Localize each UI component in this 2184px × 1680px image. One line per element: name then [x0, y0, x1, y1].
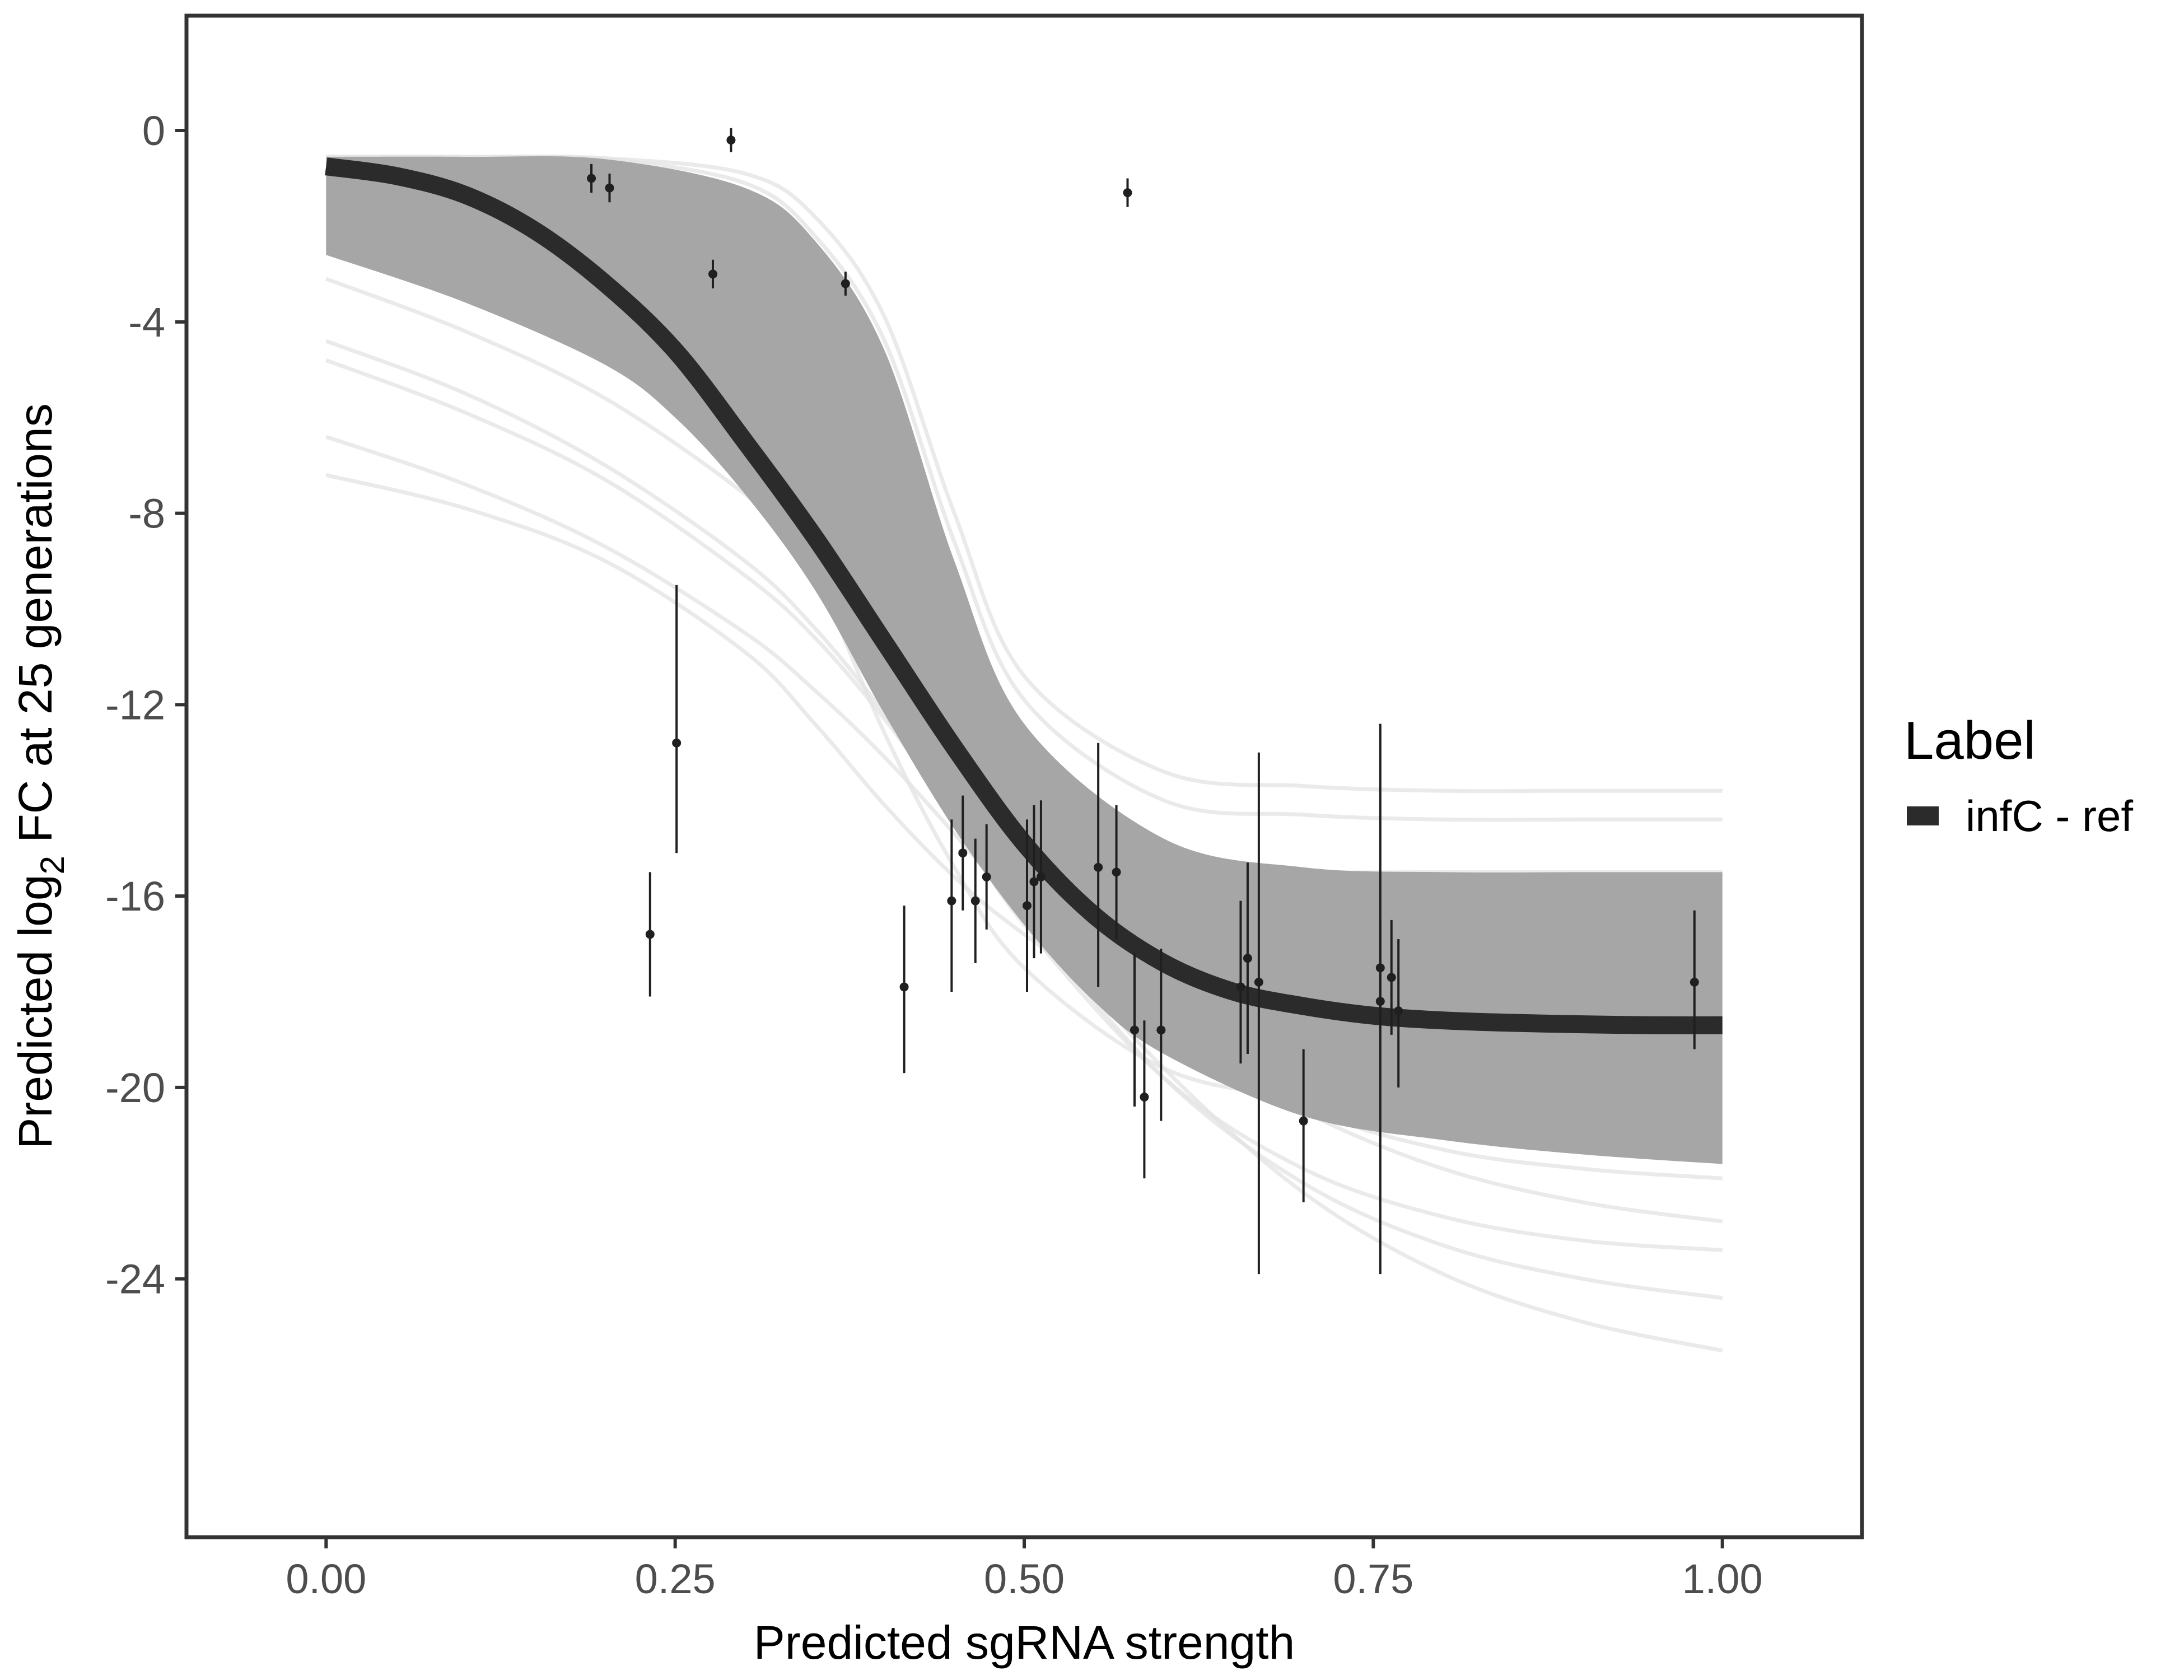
data-point-22	[1236, 900, 1245, 1064]
point-marker	[982, 872, 991, 881]
point-marker	[672, 738, 682, 748]
posterior-band	[326, 156, 1723, 1164]
posterior-draw-2	[326, 155, 1723, 822]
legend-key-infc-ref	[1907, 806, 1939, 825]
point-marker	[708, 269, 717, 279]
y-tick-label--24: -24	[105, 1256, 165, 1303]
x-tick-label-0.50: 0.50	[984, 1556, 1065, 1602]
data-point-21	[1156, 949, 1166, 1121]
data-point-10	[958, 795, 968, 911]
data-point-8	[899, 906, 909, 1074]
data-point-17	[1112, 805, 1121, 939]
x-tick-label-0.75: 0.75	[1333, 1556, 1413, 1602]
data-point-12	[982, 824, 991, 930]
data-point-16	[1094, 743, 1103, 987]
legend-title: Label	[1904, 711, 2036, 771]
data-point-1	[587, 164, 596, 193]
data-point-5	[708, 259, 717, 289]
y-tick-label--8: -8	[128, 491, 165, 537]
fit-curve-infc-ref	[325, 157, 1723, 1034]
point-marker	[1375, 997, 1385, 1006]
point-marker	[645, 930, 655, 939]
data-point-6	[726, 128, 736, 152]
point-marker	[1254, 977, 1263, 987]
y-axis-title-rest: FC at 25 generations	[9, 403, 62, 856]
point-marker	[1123, 188, 1132, 198]
point-marker	[1029, 877, 1039, 886]
y-tick-label--4: -4	[128, 299, 165, 346]
point-marker	[1394, 1006, 1403, 1016]
point-marker	[605, 183, 614, 193]
point-marker	[958, 848, 968, 858]
data-point-14	[1029, 805, 1039, 959]
point-marker	[1236, 982, 1245, 992]
data-point-2	[605, 173, 614, 203]
fit-curve-layer	[325, 157, 1723, 1034]
legend: Label infC - ref	[1904, 711, 2133, 841]
point-marker	[587, 174, 596, 183]
point-marker	[970, 896, 980, 906]
y-axis-title-subscript: 2	[34, 856, 71, 874]
point-marker	[1156, 1025, 1166, 1035]
panel-border	[184, 13, 1864, 1539]
point-marker	[1112, 867, 1121, 877]
point-marker	[1690, 977, 1699, 987]
y-tick-label--16: -16	[105, 873, 165, 920]
data-point-20	[1140, 1020, 1149, 1179]
posterior-band-layer	[326, 156, 1723, 1164]
data-point-3	[645, 872, 655, 997]
y-tick-label--20: -20	[105, 1065, 165, 1111]
data-point-7	[841, 272, 850, 296]
point-marker	[1387, 973, 1396, 982]
data-point-23	[1243, 862, 1252, 1054]
point-marker	[1140, 1092, 1149, 1102]
point-marker	[1022, 901, 1032, 911]
data-point-9	[947, 819, 956, 992]
data-point-11	[970, 838, 980, 963]
point-marker	[1130, 1025, 1139, 1035]
x-axis-title: Predicted sgRNA strength	[754, 1616, 1295, 1669]
point-marker	[841, 279, 850, 288]
legend-label-infc-ref: infC - ref	[1966, 791, 2133, 841]
point-marker	[947, 896, 956, 906]
y-axis: 0 -4 -8 -12 -16 -20 -24	[105, 108, 185, 1303]
y-axis-title: Predicted log2 FC at 25 generations	[9, 403, 71, 1149]
data-point-24	[1254, 752, 1263, 1275]
point-marker	[726, 136, 736, 145]
point-marker	[1036, 872, 1046, 881]
data-point-13	[1022, 819, 1032, 992]
x-tick-label-1.00: 1.00	[1682, 1556, 1763, 1602]
plot-area	[325, 128, 1723, 1353]
point-marker	[899, 982, 909, 992]
y-axis-title-main: Predicted log	[9, 874, 62, 1149]
point-marker	[1243, 954, 1252, 963]
data-point-28	[1387, 920, 1396, 1035]
data-point-27	[1375, 724, 1385, 1275]
y-tick-label--12: -12	[105, 682, 165, 728]
data-point-15	[1036, 800, 1046, 954]
point-marker	[1299, 1116, 1308, 1126]
data-point-29	[1394, 939, 1403, 1088]
x-tick-label-0.25: 0.25	[635, 1556, 716, 1602]
data-points-layer	[587, 128, 1699, 1275]
posterior-draw-9	[325, 473, 1723, 1224]
x-axis: 0.00 0.25 0.50 0.75 1.00	[286, 1539, 1763, 1602]
y-tick-label-0: 0	[142, 108, 165, 154]
x-tick-label-0.00: 0.00	[286, 1556, 366, 1602]
data-point-25	[1299, 1049, 1308, 1202]
data-point-30	[1690, 910, 1699, 1049]
data-point-18	[1123, 178, 1132, 207]
data-point-19	[1130, 953, 1139, 1107]
data-point-4	[672, 585, 682, 853]
point-marker	[1094, 862, 1103, 872]
